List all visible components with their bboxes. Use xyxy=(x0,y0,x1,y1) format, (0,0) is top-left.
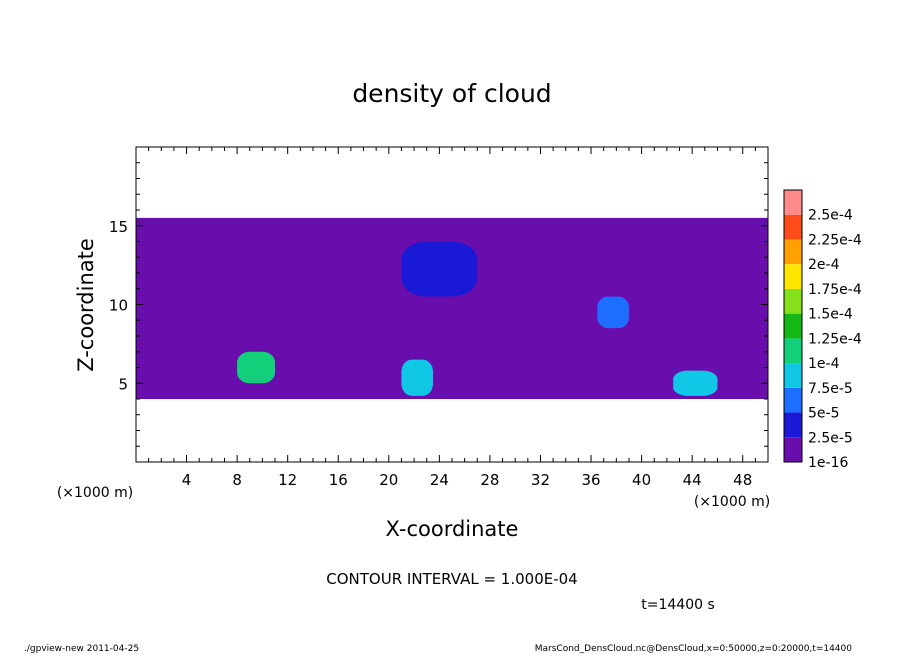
plot-area xyxy=(136,217,768,399)
x-tick-label-48: 48 xyxy=(733,471,752,489)
colorbar-swatch-9 xyxy=(784,214,802,240)
x-tick-label-16: 16 xyxy=(329,471,348,489)
x-unit-left: (×1000 m) xyxy=(57,485,133,501)
time-label: t=14400 s xyxy=(641,597,715,613)
colorbar-label-2: 5e-5 xyxy=(808,406,839,422)
colorbar-label-0: 1e-16 xyxy=(808,455,848,471)
y-tick-label-5: 5 xyxy=(118,375,128,393)
region-core-38 xyxy=(597,296,629,329)
x-axis: 4 8 12 16 20 24 28 32 36 40 44 48 xyxy=(148,147,756,489)
x-tick-label-24: 24 xyxy=(430,471,449,489)
colorbar-label-1: 2.5e-5 xyxy=(808,430,853,446)
colorbar-label-9: 2.25e-4 xyxy=(808,232,862,248)
colorbar-label-3: 7.5e-5 xyxy=(808,381,853,397)
colorbar-label-7: 1.75e-4 xyxy=(808,282,862,298)
x-tick-label-40: 40 xyxy=(632,471,651,489)
colorbar-label-8: 2e-4 xyxy=(808,257,840,273)
colorbar-label-4: 1e-4 xyxy=(808,356,840,372)
region-core-22 xyxy=(401,359,434,396)
colorbar-frame xyxy=(783,189,803,463)
colorbar-swatch-0 xyxy=(784,437,802,462)
x-tick-label-20: 20 xyxy=(379,471,398,489)
colorbar-swatch-4 xyxy=(784,338,802,364)
colorbar-swatch-8 xyxy=(784,239,802,265)
colorbar: 1e-16 2.5e-5 5e-5 7.5e-5 1e-4 1.25e-4 1.5e-4 1.… xyxy=(783,189,862,471)
y-axis-label: Z-coordinate xyxy=(74,238,98,372)
region-core-9 xyxy=(237,351,276,384)
colorbar-swatch-7 xyxy=(784,264,802,289)
colorbar-swatch-6 xyxy=(784,288,802,314)
colorbar-swatch-2 xyxy=(784,387,802,413)
colorbar-swatch-10 xyxy=(784,190,802,215)
contour-interval: CONTOUR INTERVAL = 1.000E-04 xyxy=(326,570,577,588)
x-unit-right: (×1000 m) xyxy=(694,494,770,510)
x-tick-label-32: 32 xyxy=(531,471,550,489)
colorbar-label-5: 1.25e-4 xyxy=(808,331,862,347)
x-tick-label-8: 8 xyxy=(232,471,242,489)
colorbar-label-6: 1.5e-4 xyxy=(808,307,853,323)
y-axis: 5 10 15 xyxy=(109,162,768,447)
y-tick-label-15: 15 xyxy=(109,218,128,236)
colorbar-swatch-3 xyxy=(784,363,802,388)
colorbar-swatch-5 xyxy=(784,313,802,339)
footer-right: MarsCond_DensCloud.nc@DensCloud,x=0:5000… xyxy=(535,644,852,654)
x-tick-label-44: 44 xyxy=(683,471,702,489)
x-axis-label: X-coordinate xyxy=(386,517,519,541)
x-tick-label-12: 12 xyxy=(278,471,297,489)
x-tick-label-4: 4 xyxy=(182,471,192,489)
chart-title: density of cloud xyxy=(352,79,551,108)
colorbar-swatch-1 xyxy=(784,412,802,438)
x-tick-label-28: 28 xyxy=(480,471,499,489)
region-core-44 xyxy=(673,370,718,396)
footer-left: ./gpview-new 2011-04-25 xyxy=(24,644,139,654)
colorbar-label-10: 2.5e-4 xyxy=(808,208,853,224)
x-tick-label-36: 36 xyxy=(581,471,600,489)
y-tick-label-10: 10 xyxy=(109,297,128,315)
region-upper-blob xyxy=(401,241,478,297)
